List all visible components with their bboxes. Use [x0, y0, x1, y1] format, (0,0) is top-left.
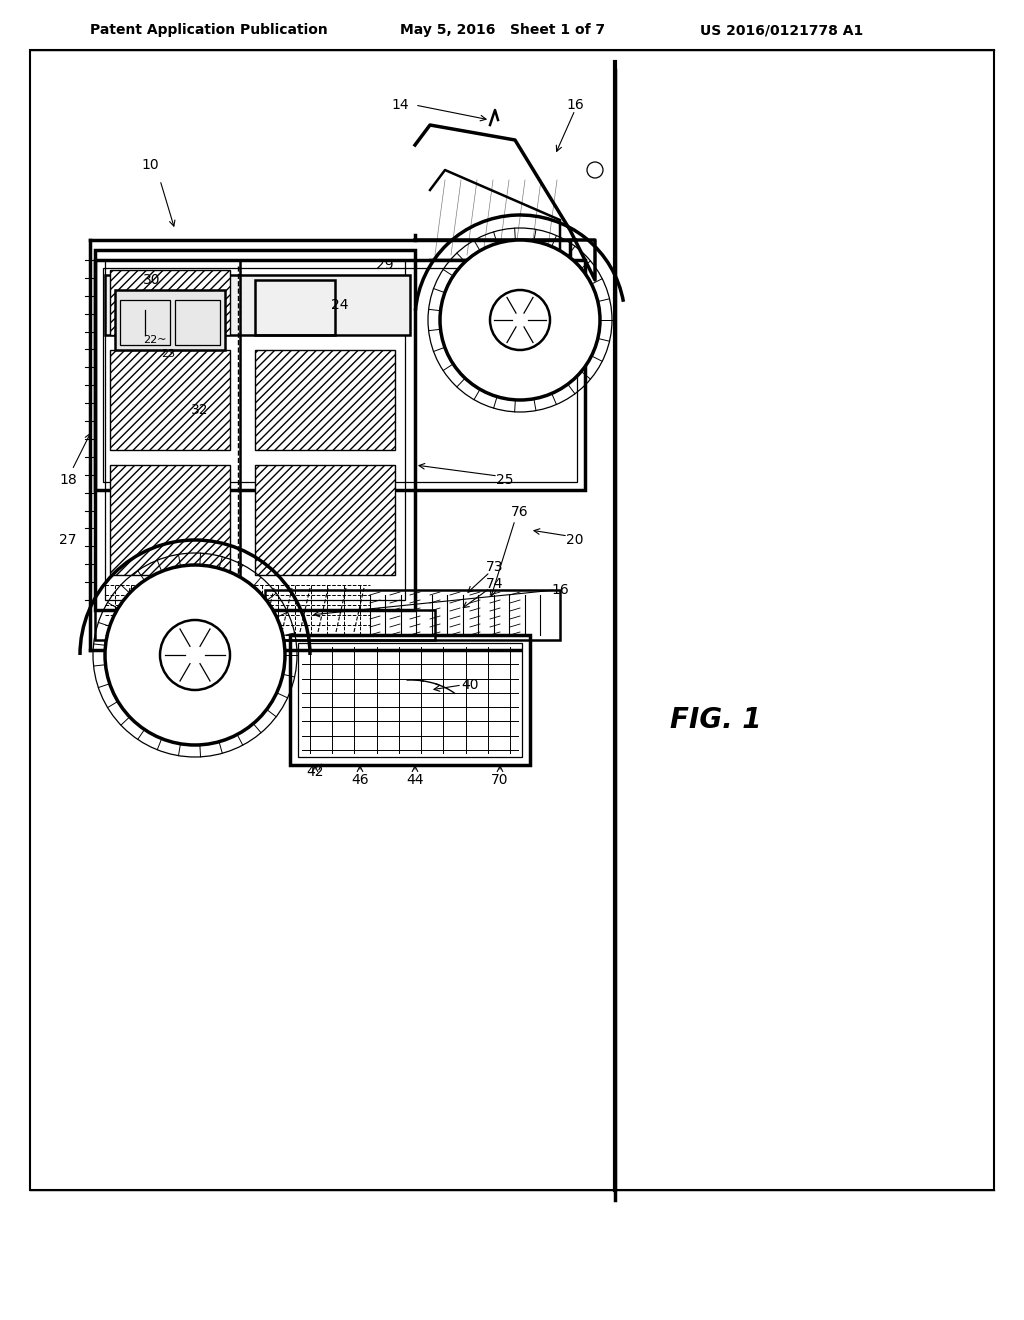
- Circle shape: [105, 565, 285, 744]
- Text: 18: 18: [59, 473, 77, 487]
- Text: 20: 20: [566, 533, 584, 546]
- Text: 29: 29: [376, 257, 394, 272]
- Bar: [255, 280, 335, 335]
- Text: US 2016/0121778 A1: US 2016/0121778 A1: [700, 22, 863, 37]
- Text: 70: 70: [492, 774, 509, 787]
- Bar: [290, 635, 530, 766]
- Text: 32: 32: [191, 403, 209, 417]
- Text: 16: 16: [566, 98, 584, 112]
- Text: 10: 10: [141, 158, 159, 172]
- Text: 42: 42: [306, 766, 324, 779]
- Text: 27: 27: [59, 533, 77, 546]
- Text: 22~: 22~: [143, 335, 167, 345]
- Text: 76: 76: [511, 506, 528, 519]
- Bar: [255, 350, 395, 450]
- Bar: [30, 50, 994, 1191]
- Text: 40: 40: [461, 678, 479, 692]
- Circle shape: [440, 240, 600, 400]
- Bar: [115, 290, 225, 350]
- Bar: [105, 260, 406, 601]
- Bar: [255, 465, 395, 576]
- Bar: [298, 643, 522, 756]
- Text: 73: 73: [486, 560, 504, 574]
- Bar: [110, 350, 230, 450]
- Text: Patent Application Publication: Patent Application Publication: [90, 22, 328, 37]
- Bar: [95, 260, 585, 490]
- Bar: [110, 271, 230, 335]
- Text: 14: 14: [391, 98, 409, 112]
- Bar: [110, 465, 230, 576]
- Text: 16: 16: [551, 583, 569, 597]
- Circle shape: [490, 290, 550, 350]
- Bar: [265, 590, 560, 640]
- Circle shape: [587, 162, 603, 178]
- Text: 24: 24: [331, 298, 349, 312]
- Text: 46: 46: [351, 774, 369, 787]
- Bar: [120, 300, 170, 345]
- Circle shape: [160, 620, 230, 690]
- Bar: [175, 300, 220, 345]
- Text: 23: 23: [161, 348, 175, 359]
- Bar: [103, 268, 577, 482]
- Text: 66: 66: [243, 612, 261, 627]
- Bar: [95, 610, 435, 640]
- Text: 25: 25: [497, 473, 514, 487]
- Text: FIG. 1: FIG. 1: [670, 706, 762, 734]
- Bar: [105, 275, 410, 335]
- Text: 74: 74: [486, 577, 504, 591]
- Text: 30: 30: [143, 273, 161, 286]
- Bar: [95, 249, 415, 610]
- Text: May 5, 2016   Sheet 1 of 7: May 5, 2016 Sheet 1 of 7: [400, 22, 605, 37]
- Text: 28: 28: [231, 612, 249, 627]
- Text: 44: 44: [407, 774, 424, 787]
